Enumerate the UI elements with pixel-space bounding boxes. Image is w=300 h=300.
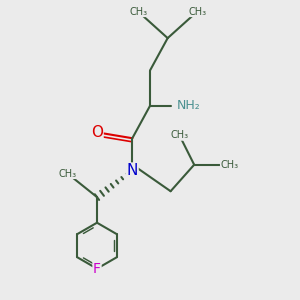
Text: O: O: [91, 125, 103, 140]
Text: F: F: [93, 262, 101, 276]
Text: CH₃: CH₃: [58, 169, 76, 178]
Text: CH₃: CH₃: [188, 7, 206, 16]
Text: CH₃: CH₃: [170, 130, 188, 140]
Text: N: N: [127, 163, 138, 178]
Text: CH₃: CH₃: [220, 160, 238, 170]
Text: CH₃: CH₃: [129, 7, 147, 16]
Text: NH₂: NH₂: [176, 99, 200, 112]
